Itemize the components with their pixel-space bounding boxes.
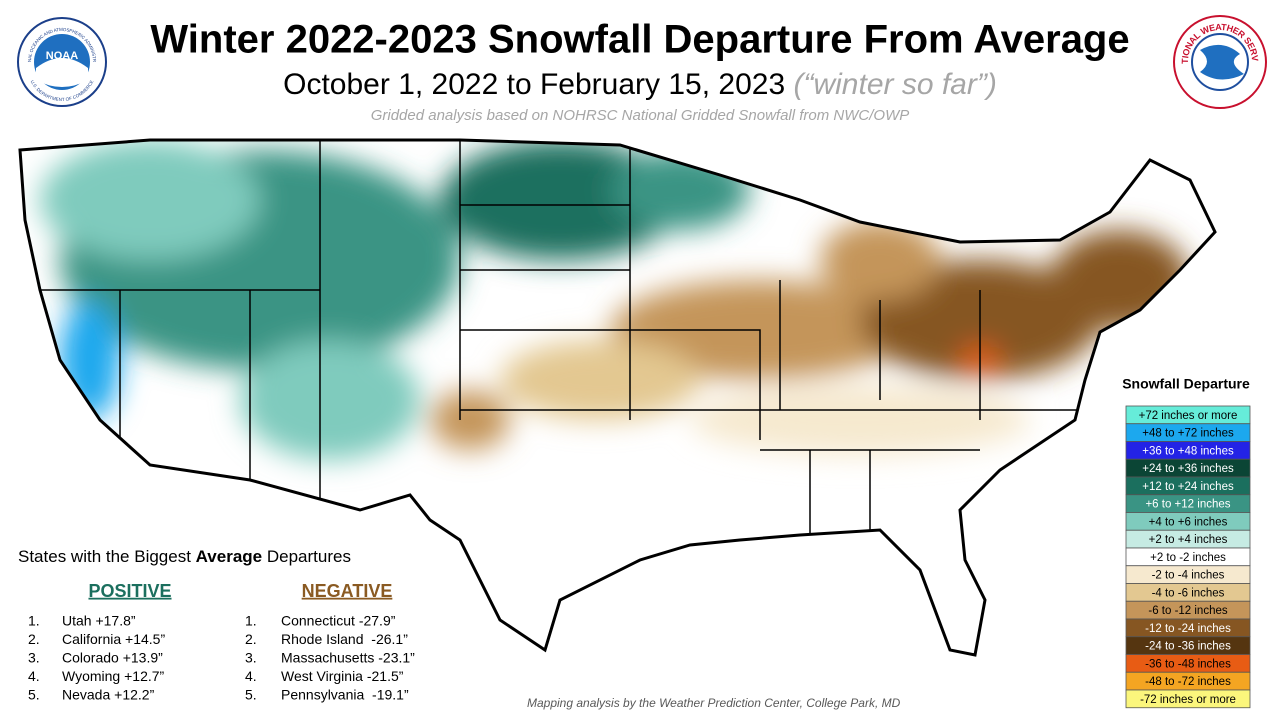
- rank: 2.: [28, 631, 40, 647]
- state-departure: Wyoming +12.7”: [62, 668, 165, 684]
- state-departure: Utah +17.8”: [62, 613, 136, 629]
- legend-label: +12 to +24 inches: [1142, 481, 1234, 493]
- legend-label: +2 to +4 inches: [1149, 534, 1228, 546]
- legend-label: +2 to -2 inches: [1150, 552, 1226, 564]
- legend-title: Snowfall Departure: [1122, 376, 1250, 392]
- rank: 1.: [28, 613, 40, 629]
- rank: 3.: [245, 650, 257, 666]
- state-departure: Rhode Island -26.1”: [281, 631, 408, 647]
- positive-title: POSITIVE: [88, 581, 171, 601]
- subtitle-dates: October 1, 2022 to February 15, 2023: [283, 68, 785, 101]
- legend-label: +24 to +36 inches: [1142, 463, 1234, 475]
- legend-label: +6 to +12 inches: [1145, 499, 1230, 511]
- legend-label: +4 to +6 inches: [1149, 516, 1228, 528]
- heading-start: States with the Biggest: [18, 547, 196, 566]
- rank: 1.: [245, 613, 257, 629]
- state-departure: Massachusetts -23.1”: [281, 650, 415, 666]
- heading-emphasis: Average: [196, 547, 262, 566]
- rank: 4.: [28, 668, 40, 684]
- departures-heading: States with the Biggest Average Departur…: [18, 547, 351, 566]
- rank: 4.: [245, 668, 257, 684]
- noaa-label: NOAA: [46, 50, 78, 62]
- rank: 2.: [245, 631, 257, 647]
- snowfall-map: [20, 140, 1215, 655]
- state-departure: Connecticut -27.9”: [281, 613, 396, 629]
- legend-label: +36 to +48 inches: [1142, 445, 1234, 457]
- legend-label: -48 to -72 inches: [1145, 676, 1231, 688]
- state-departure: Colorado +13.9”: [62, 650, 163, 666]
- legend-label: -72 inches or more: [1140, 694, 1236, 706]
- legend-swatch: [1125, 689, 1251, 709]
- subtitle: October 1, 2022 to February 15, 2023 (“w…: [283, 68, 997, 101]
- title: Winter 2022-2023 Snowfall Departure From…: [150, 18, 1129, 62]
- state-departure: West Virginia -21.5”: [281, 668, 404, 684]
- rank: 3.: [28, 650, 40, 666]
- rank: 5.: [28, 687, 40, 703]
- legend-label: -6 to -12 inches: [1148, 605, 1228, 617]
- legend-label: -12 to -24 inches: [1145, 623, 1231, 635]
- legend-label: -4 to -6 inches: [1152, 587, 1225, 599]
- subtitle-note: (“winter so far”): [793, 68, 996, 101]
- rank: 5.: [245, 687, 257, 703]
- legend-label: -24 to -36 inches: [1145, 641, 1231, 653]
- credit: Mapping analysis by the Weather Predicti…: [527, 696, 901, 710]
- legend-label: -36 to -48 inches: [1145, 658, 1231, 670]
- legend-label: +48 to +72 inches: [1142, 428, 1234, 440]
- state-departure: Nevada +12.2”: [62, 687, 155, 703]
- noaa-logo: NOAA NATIONAL OCEANIC AND ATMOSPHERIC AD…: [0, 0, 107, 107]
- state-departure: California +14.5”: [62, 631, 165, 647]
- source-note: Gridded analysis based on NOHRSC Nationa…: [371, 107, 910, 124]
- state-departure: Pennsylvania -19.1”: [281, 687, 409, 703]
- negative-title: NEGATIVE: [302, 581, 393, 601]
- legend-label: -2 to -4 inches: [1152, 570, 1225, 582]
- legend-label: +72 inches or more: [1139, 410, 1238, 422]
- heading-end: Departures: [262, 547, 351, 566]
